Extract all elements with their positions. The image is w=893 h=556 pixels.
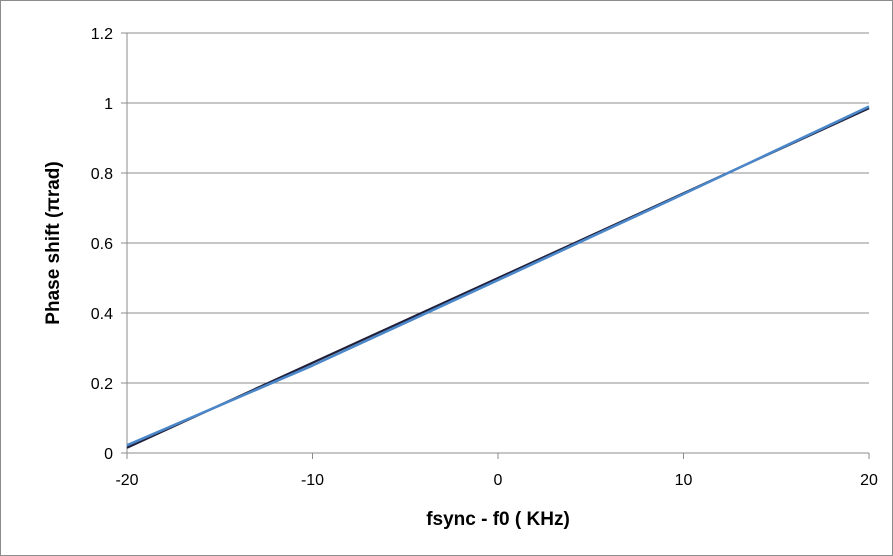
x-tick-label: 10 <box>675 472 693 489</box>
series-lines <box>126 105 870 449</box>
x-tick-label: 20 <box>860 472 878 489</box>
axes <box>121 32 870 459</box>
x-tick-label: 0 <box>494 472 503 489</box>
y-tick-label: 0.6 <box>91 236 113 253</box>
y-tick-label: 0.4 <box>91 306 113 323</box>
x-tick-label: -10 <box>301 472 324 489</box>
y-tick-label: 0 <box>104 446 113 463</box>
grid-lines <box>127 32 869 384</box>
series-line-2 <box>126 105 870 447</box>
y-tick-label: 1.2 <box>91 26 113 43</box>
x-axis-title: fsync - f0 ( KHz) <box>426 509 570 530</box>
y-tick-label: 0.2 <box>91 376 113 393</box>
y-tick-label: 0.8 <box>91 166 113 183</box>
y-axis-title: Phase shift (πrad) <box>43 161 64 324</box>
tick-labels: 0 0.2 0.4 0.6 0.8 1 1.2 -20 -10 0 10 20 <box>91 26 878 489</box>
x-tick-label: -20 <box>115 472 138 489</box>
y-tick-label: 1 <box>104 96 113 113</box>
